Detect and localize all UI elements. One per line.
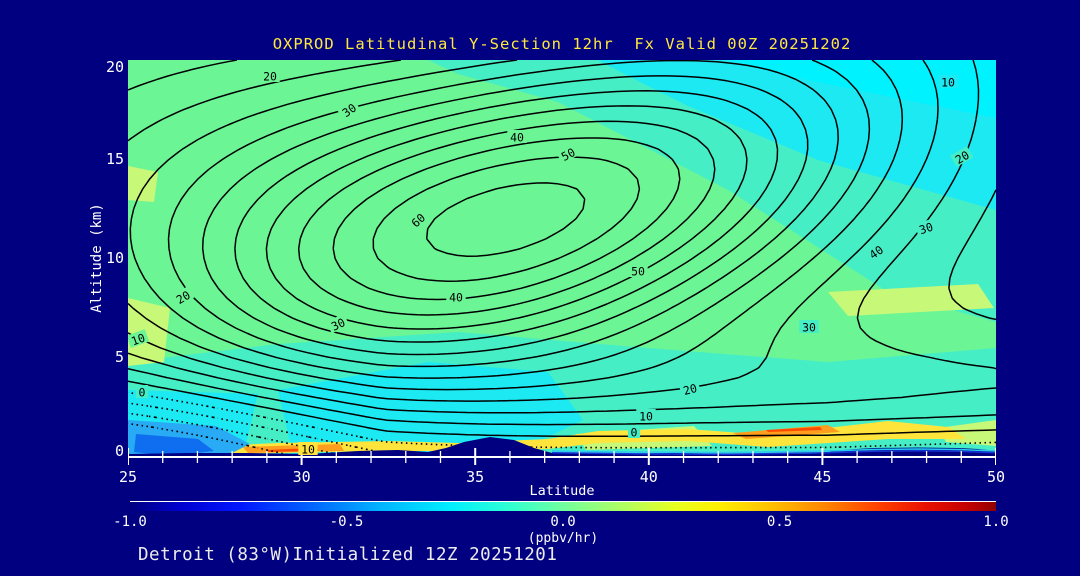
x-tick-label: 40 <box>639 468 658 486</box>
contour-label: 50 <box>628 264 648 279</box>
contour-label: 30 <box>799 320 819 335</box>
y-tick-label: 20 <box>105 58 124 76</box>
svg-text:50: 50 <box>559 145 578 164</box>
contour-label: 0 <box>627 425 641 440</box>
contour-label: 30 <box>914 218 938 238</box>
svg-text:30: 30 <box>917 220 935 238</box>
svg-text:10: 10 <box>941 76 955 90</box>
svg-text:20: 20 <box>953 148 972 167</box>
surface-blue-line <box>551 450 997 455</box>
contour-label: 60 <box>406 208 430 231</box>
x-tick-label: 45 <box>813 468 832 486</box>
contour-label: 50 <box>556 143 580 164</box>
contour-label: 0 <box>135 385 149 400</box>
svg-text:20: 20 <box>263 70 277 84</box>
y-tick-label: 10 <box>105 249 124 267</box>
x-axis-title: Latitude <box>529 483 595 499</box>
footer-text: Detroit (83°W)Initialized 12Z 20251201 <box>138 545 558 565</box>
svg-text:30: 30 <box>329 315 348 334</box>
svg-text:40: 40 <box>449 291 463 305</box>
colorbar <box>130 501 996 511</box>
colorbar-tick-label: -0.5 <box>329 514 364 530</box>
svg-text:0: 0 <box>631 426 638 440</box>
fill-region <box>728 60 996 118</box>
svg-text:40: 40 <box>510 131 524 145</box>
fill-region <box>173 421 966 455</box>
surface-cyan-line <box>551 448 997 454</box>
colorbar-tick-label: 0.5 <box>766 514 793 530</box>
svg-text:30: 30 <box>340 101 359 120</box>
fill-region <box>134 434 214 456</box>
fill-region <box>766 427 822 432</box>
contour-label: 10 <box>298 442 318 457</box>
svg-text:40: 40 <box>867 243 886 262</box>
terrain-silhouette <box>128 437 996 457</box>
y-tick-label: 5 <box>114 348 124 366</box>
contour-label: 30 <box>326 313 350 334</box>
fill-region <box>128 298 170 366</box>
contour-label: 40 <box>507 130 527 145</box>
plot-area: 20 30 40 50 60 10 20 30 40 50 40 30 30 20 20 10 10 0 0 10 <box>126 59 997 472</box>
svg-text:10: 10 <box>639 410 653 424</box>
fill-region <box>828 284 994 316</box>
fill-region <box>128 166 158 202</box>
colorbar-tick-label: 1.0 <box>983 514 1009 530</box>
svg-text:10: 10 <box>301 443 315 457</box>
svg-text:10: 10 <box>129 330 147 348</box>
chart-title: OXPROD Latitudinal Y-Section 12hr Fx Val… <box>272 35 852 53</box>
fill-region <box>938 420 996 446</box>
colorbar-tick-label: 0.0 <box>550 514 576 530</box>
x-tick-label: 30 <box>292 468 311 486</box>
x-tick-label: 25 <box>118 468 138 486</box>
contour-label: 40 <box>446 290 466 305</box>
y-tick-label: 0 <box>114 442 124 460</box>
contour-label: 10 <box>126 329 150 348</box>
contour-label: 10 <box>636 409 656 424</box>
contour-label: 20 <box>678 379 701 398</box>
contour-label: 20 <box>260 69 280 84</box>
svg-text:20: 20 <box>174 288 193 307</box>
fill-region <box>278 362 583 456</box>
x-tick-label: 50 <box>986 468 1006 486</box>
svg-text:50: 50 <box>631 265 645 279</box>
colorbar-tick-label: -1.0 <box>113 514 147 530</box>
y-tick-label: 15 <box>105 150 124 168</box>
contour-label: 10 <box>938 75 958 90</box>
contour-label: 20 <box>950 146 974 168</box>
contour-label: 30 <box>337 98 361 121</box>
colorbar-units: (ppbv/hr) <box>527 531 599 546</box>
contour-label: 20 <box>171 286 195 308</box>
svg-text:30: 30 <box>802 321 816 335</box>
svg-text:20: 20 <box>682 381 699 398</box>
svg-text:0: 0 <box>139 386 146 400</box>
contour-label: 40 <box>864 240 888 263</box>
x-tick-label: 35 <box>466 468 485 486</box>
